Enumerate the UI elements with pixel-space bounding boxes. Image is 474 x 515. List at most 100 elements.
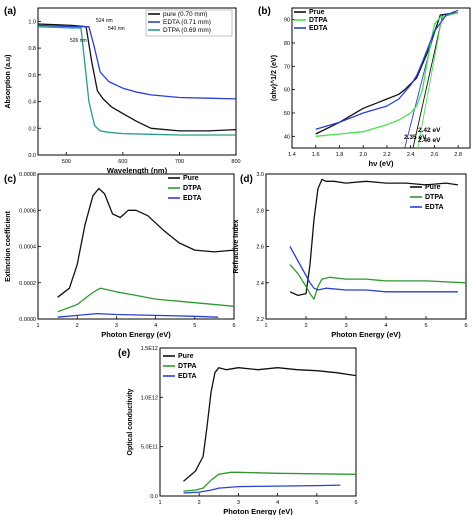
y-axis-label: Optical conductivity [127, 388, 134, 455]
y-tick-label: 3.0 [256, 172, 264, 178]
x-tick-label: 2.8 [454, 152, 462, 158]
x-tick-label: 2 [304, 323, 307, 329]
x-tick-label: 5 [424, 323, 427, 329]
panel-d: (d) 1 2 3 4 5 6 2.2 2.4 2.6 2.8 3.0 Photon Energy (e… [233, 172, 468, 339]
panel-c: (c) 1 2 3 4 5 6 0.0000 0.0002 0.0004 0.0006 0.0008 P… [4, 172, 236, 339]
x-tick-label: 500 [62, 159, 71, 165]
annotation: 2.35 eV [404, 134, 427, 141]
y-tick-label: 1.5E12 [141, 346, 158, 352]
fit-line [417, 19, 442, 149]
series-line [57, 312, 219, 318]
x-axis-label: Photon Energy (eV) [331, 330, 401, 339]
annotation: 2.42 eV [418, 127, 441, 134]
y-tick-label: 0.0 [28, 153, 36, 159]
x-tick-label: 4 [384, 323, 387, 329]
x-tick-label: 6 [232, 323, 235, 329]
x-tick-label: 1.8 [336, 152, 344, 158]
y-tick-label: 0.0 [150, 494, 158, 500]
legend-entry: Pure [183, 175, 199, 182]
legend-entry: DTPA (0.69 mm) [163, 27, 211, 34]
panel-label: (c) [4, 174, 16, 185]
y-axis-label: Refractive Index [233, 219, 240, 273]
x-axis-label: Wavelength (nm) [107, 166, 168, 175]
x-tick-label: 2.6 [431, 152, 439, 158]
series-line [57, 187, 235, 298]
x-tick-label: 4 [276, 500, 279, 506]
series-line [37, 24, 237, 100]
y-tick-label: 0.0000 [19, 317, 36, 323]
y-tick-label: 0.0006 [19, 208, 36, 214]
series-line [183, 471, 357, 492]
panel-b: (b) 1.4 1.6 1.8 2.0 2.2 2.4 2.6 2.8 40 50 60 70 80 90 h… [258, 6, 471, 168]
y-tick-label: 0.0004 [19, 245, 36, 251]
legend: Pure DTPA EDTA [410, 184, 444, 211]
x-axis-label: hν (eV) [368, 159, 394, 168]
x-tick-label: 4 [154, 323, 157, 329]
legend: Pure DTPA EDTA [168, 175, 202, 202]
annotation: 2.46 eV [418, 137, 441, 144]
x-tick-label: 700 [175, 159, 184, 165]
legend-entry: pure (0.70 mm) [163, 11, 207, 18]
panel-a: (a) 500 600 700 800 0.0 0.2 0.4 0.6 0.8 1.0 Wavelen… [4, 6, 241, 175]
x-axis-label: Photon Energy (eV) [223, 507, 293, 515]
series-line [315, 12, 459, 135]
y-tick-label: 0.0008 [19, 172, 36, 178]
legend-box [145, 9, 233, 37]
y-tick-label: 0.2 [28, 126, 36, 132]
y-tick-label: 5.0E11 [141, 445, 158, 451]
x-tick-label: 5 [193, 323, 196, 329]
annotation: 524 nm [96, 18, 113, 24]
y-axis-label: Extinction coefficient [5, 210, 12, 281]
legend-entry: EDTA [425, 204, 444, 211]
panel-label: (b) [258, 6, 271, 17]
legend-entry: DTPA [425, 194, 444, 201]
legend-entry: DTPA [309, 17, 328, 24]
legend-entry: EDTA [183, 195, 202, 202]
y-tick-label: 1.0E12 [141, 395, 158, 401]
panel-label: (d) [240, 174, 253, 185]
x-tick-label: 1 [36, 323, 39, 329]
annotation: 526 nm [70, 38, 87, 44]
legend-entry: EDTA [309, 25, 328, 32]
y-tick-label: 2.6 [256, 245, 264, 251]
x-tick-label: 600 [118, 159, 127, 165]
y-tick-label: 0.8 [28, 46, 36, 52]
x-tick-label: 800 [231, 159, 240, 165]
legend-entry: Pure [425, 184, 441, 191]
series-line [37, 26, 236, 136]
series-line [315, 12, 459, 137]
y-tick-label: 2.2 [256, 317, 264, 323]
legend-entry: Pure [178, 353, 194, 360]
x-tick-label: 3 [237, 500, 240, 506]
x-tick-label: 5 [315, 500, 318, 506]
legend-entry: EDTA (0.71 mm) [163, 19, 211, 26]
x-tick-label: 3 [344, 323, 347, 329]
y-tick-label: 40 [284, 134, 290, 140]
y-tick-label: 1.0 [28, 19, 36, 25]
y-tick-label: 80 [284, 41, 290, 47]
y-tick-label: 2.4 [256, 281, 264, 287]
y-axis-label: (αhν)^1/2 (eV) [270, 55, 278, 101]
x-tick-label: 1 [158, 500, 161, 506]
x-tick-label: 1 [264, 323, 267, 329]
y-tick-label: 0.0002 [19, 281, 36, 287]
series-line [289, 264, 467, 300]
panel-label: (a) [4, 6, 16, 17]
series-line [183, 367, 357, 482]
series-line [289, 246, 458, 293]
legend-entry: EDTA [178, 373, 197, 380]
legend-entry: DTPA [178, 363, 197, 370]
y-tick-label: 50 [284, 111, 290, 117]
series-line [37, 23, 237, 132]
x-tick-label: 1.6 [312, 152, 320, 158]
x-tick-label: 6 [464, 323, 467, 329]
series-line [315, 9, 459, 130]
x-tick-label: 2.0 [359, 152, 367, 158]
x-tick-label: 3 [115, 323, 118, 329]
series-line [57, 287, 235, 313]
y-tick-label: 60 [284, 88, 290, 94]
plot-frame [291, 7, 471, 149]
x-axis-label: Photon Energy (eV) [101, 330, 171, 339]
legend-entry: Prue [309, 9, 325, 16]
